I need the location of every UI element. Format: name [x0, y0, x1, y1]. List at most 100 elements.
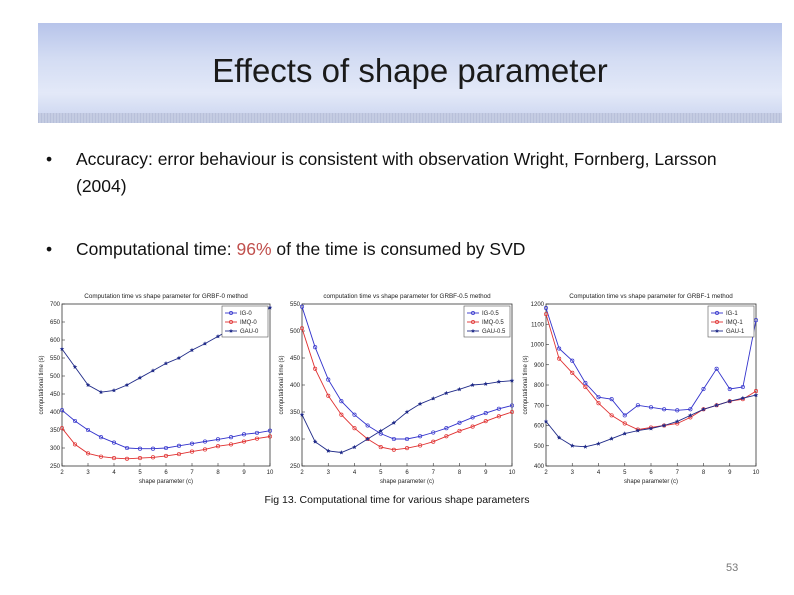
data-point	[509, 378, 515, 383]
y-tick-label: 800	[534, 383, 545, 389]
data-point	[202, 341, 208, 346]
data-point	[254, 436, 260, 441]
legend-marker	[715, 311, 719, 315]
data-point	[72, 364, 78, 369]
y-tick-label: 250	[50, 464, 61, 470]
data-point	[124, 445, 130, 451]
data-point	[688, 413, 693, 418]
data-point	[339, 399, 344, 404]
data-point	[543, 305, 549, 311]
data-point	[339, 412, 344, 417]
figure-caption: Fig 13. Computational time for various s…	[264, 494, 530, 506]
y-tick-label: 1200	[531, 302, 545, 308]
chart-title: computation time vs shape parameter for …	[323, 293, 491, 300]
y-tick-label: 550	[290, 302, 301, 308]
data-point	[202, 439, 208, 444]
bullet-time-prefix: Computational time:	[76, 239, 237, 259]
x-tick-label: 10	[753, 470, 760, 476]
data-point	[543, 312, 549, 317]
legend-label: IG-0.5	[482, 311, 499, 317]
data-point	[622, 413, 627, 418]
data-point	[557, 346, 562, 351]
y-tick-label: 300	[50, 446, 61, 452]
data-point	[648, 426, 654, 431]
data-point	[189, 449, 195, 454]
data-point	[470, 415, 475, 420]
data-point	[85, 382, 91, 387]
bullet-marker: •	[46, 239, 53, 259]
x-tick-label: 4	[597, 470, 601, 476]
data-point	[570, 443, 575, 448]
data-point	[583, 384, 588, 390]
data-point	[635, 403, 640, 408]
data-point	[457, 428, 462, 433]
data-point	[241, 439, 247, 444]
chart-grbf-0: Computation time vs shape parameter for …	[32, 290, 274, 490]
data-point	[267, 434, 273, 439]
data-point	[98, 389, 104, 395]
data-point	[457, 386, 462, 392]
data-point	[111, 440, 117, 445]
bullet-accuracy: • Accuracy: error behaviour is consisten…	[46, 146, 766, 206]
data-point	[228, 442, 234, 447]
legend-marker	[229, 320, 233, 324]
legend-label: GAU-1	[726, 329, 745, 335]
legend-marker	[471, 320, 475, 324]
y-tick-label: 700	[50, 302, 61, 308]
data-point	[85, 427, 91, 433]
x-tick-label: 8	[216, 470, 220, 476]
data-point	[176, 355, 182, 360]
bullet-time-text: Computational time: 96% of the time is c…	[76, 236, 736, 263]
y-tick-label: 400	[290, 383, 301, 389]
y-tick-label: 300	[290, 437, 301, 443]
x-tick-label: 6	[649, 470, 653, 476]
x-tick-label: 8	[702, 470, 706, 476]
data-point	[404, 446, 410, 451]
legend-marker	[715, 320, 719, 324]
data-point	[352, 444, 357, 449]
y-tick-label: 350	[290, 410, 301, 416]
data-point	[378, 445, 383, 450]
x-tick-label: 2	[300, 470, 304, 476]
x-tick-label: 7	[432, 470, 436, 476]
chart-grbf-1-svg: Computation time vs shape parameter for …	[523, 293, 760, 485]
data-point	[85, 451, 91, 456]
title-banner	[38, 23, 782, 123]
series-line	[545, 307, 757, 417]
data-point	[496, 414, 501, 419]
data-point	[444, 426, 449, 431]
legend-marker	[228, 328, 234, 333]
data-point	[267, 305, 273, 310]
data-point	[622, 421, 627, 426]
data-point	[267, 428, 273, 433]
legend-label: IG-0	[240, 311, 252, 317]
data-point	[483, 381, 488, 386]
data-point	[570, 370, 575, 375]
data-point	[391, 420, 397, 425]
data-point	[365, 436, 370, 441]
data-point	[583, 380, 588, 386]
data-point	[675, 408, 680, 413]
data-point	[483, 411, 488, 416]
data-point	[740, 384, 745, 390]
x-tick-label: 3	[571, 470, 575, 476]
data-point	[557, 356, 562, 361]
data-point	[137, 375, 143, 380]
data-point	[59, 426, 65, 431]
data-point	[727, 387, 732, 392]
x-tick-label: 9	[242, 470, 246, 476]
data-point	[137, 456, 143, 461]
data-point	[326, 448, 331, 453]
legend-label: GAU-0	[240, 329, 259, 335]
data-point	[176, 452, 182, 457]
data-point	[431, 396, 436, 401]
x-tick-label: 2	[544, 470, 548, 476]
data-point	[431, 430, 436, 435]
chart-grbf-1: Computation time vs shape parameter for …	[518, 290, 762, 490]
data-point	[543, 419, 549, 424]
data-point	[150, 368, 156, 373]
data-point	[714, 366, 719, 371]
x-tick-label: 7	[676, 470, 680, 476]
data-point	[228, 435, 234, 440]
y-tick-label: 450	[50, 392, 61, 398]
